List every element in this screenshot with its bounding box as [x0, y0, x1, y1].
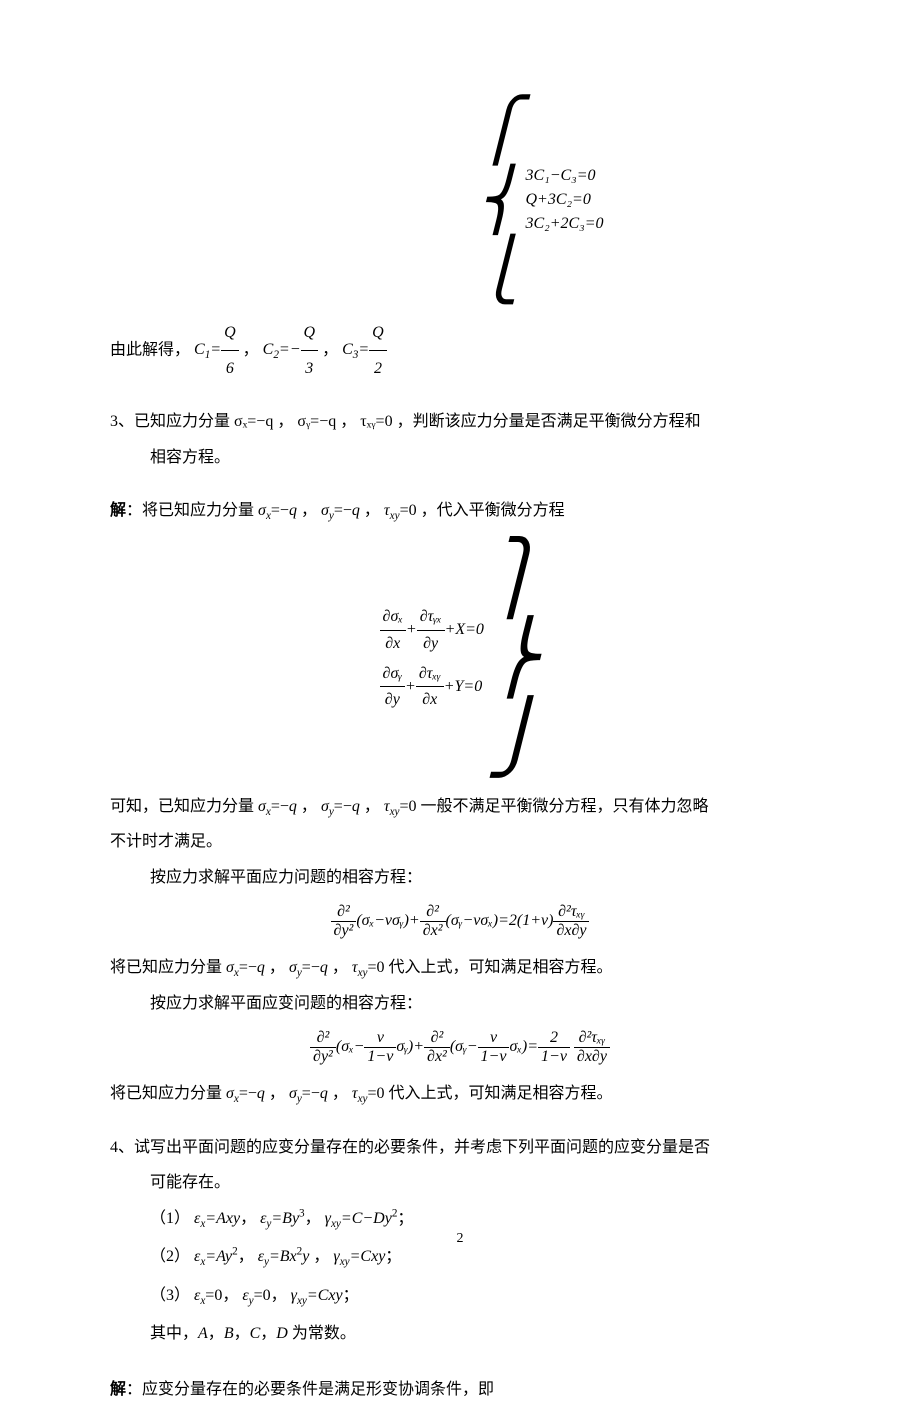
para1-line2: 不计时才满足。 [110, 824, 810, 859]
solution4-text: 应变分量存在的必要条件是满足形变协调条件，即 [142, 1381, 494, 1398]
equation-system-1: ⎧⎨⎩ 3C₁−C₃=0 Q+3C₂=0 3C₂+2C₃=0 [270, 95, 810, 305]
eq1-line2: Q+3C₂=0 [525, 191, 590, 208]
eq1-line3: 3C₂+2C₃=0 [525, 215, 603, 232]
equilibrium-equations: ∂σₓ∂x+∂τᵧₓ∂y+X=0 ∂σᵧ∂y+∂τₓᵧ∂x+Y=0 ⎫⎬⎭ [110, 539, 810, 779]
problem4-line2-wrap: 可能存在。 [150, 1165, 810, 1200]
problem-3: 3、已知应力分量 σₓ=−q ， σᵧ=−q ， τₓᵧ=0 ，判断该应力分量是… [110, 404, 810, 439]
problem3-line2-wrap: 相容方程。 [150, 440, 810, 475]
problem4-line2: 可能存在。 [150, 1174, 230, 1191]
brace-right-icon: ⎫⎬⎭ [488, 539, 541, 779]
item-3: （3） εx=0， εy=0， γxy=Cxy； [150, 1277, 810, 1315]
page-number: 2 [457, 1231, 464, 1247]
item-note: 其中，A，B，C，D 为常数。 [150, 1315, 810, 1353]
item-1: （1） εx=Axy， εy=By3， γxy=C−Dy2； [150, 1200, 810, 1238]
para3: 将已知应力分量 σx=−q ， σy=−q ， τxy=0 代入上式，可知满足相… [110, 950, 810, 986]
problem3-line1: 3、已知应力分量 σₓ=−q ， σᵧ=−q ， τₓᵧ=0 ，判断该应力分量是… [110, 413, 701, 430]
solve-line: 由此解得， C1=Q6 ， C2=−Q3 ， C3=Q2 [110, 315, 810, 386]
solution3-text: 将已知应力分量 σx=−q ， σy=−q ， τxy=0 ，代入平衡微分方程 [142, 502, 565, 519]
problem-4: 4、试写出平面问题的应变分量存在的必要条件，并考虑下列平面问题的应变分量是否 [110, 1130, 810, 1165]
solution-3-intro: 解：将已知应力分量 σx=−q ， σy=−q ， τxy=0 ，代入平衡微分方… [110, 493, 810, 529]
problem4-line1: 4、试写出平面问题的应变分量存在的必要条件，并考虑下列平面问题的应变分量是否 [110, 1139, 710, 1156]
brace-left-icon: ⎧⎨⎩ [476, 95, 521, 305]
eq1-line1: 3C₁−C₃=0 [525, 167, 595, 184]
para2: 按应力求解平面应力问题的相容方程： [110, 860, 810, 895]
solution-4: 解：应变分量存在的必要条件是满足形变协调条件，即 [110, 1372, 810, 1407]
para1-line1: 可知，已知应力分量 σx=−q ， σy=−q ， τxy=0 一般不满足平衡微… [110, 789, 810, 825]
para4: 按应力求解平面应变问题的相容方程： [110, 986, 810, 1021]
problem3-line2: 相容方程。 [150, 449, 230, 466]
item-2: （2） εx=Ay2， εy=Bx2y ， γxy=Cxy； [150, 1238, 810, 1276]
solve-intro: 由此解得， [110, 341, 190, 358]
para5: 将已知应力分量 σx=−q ， σy=−q ， τxy=0 代入上式，可知满足相… [110, 1076, 810, 1112]
compatibility-eq-stress: ∂²∂y²(σₓ−νσᵧ)+∂²∂x²(σᵧ−νσₓ)=2(1+ν)∂²τₓᵧ∂… [110, 903, 810, 940]
compatibility-eq-strain: ∂²∂y²(σₓ−ν1−νσᵧ)+∂²∂x²(σᵧ−ν1−νσₓ)=21−ν ∂… [110, 1029, 810, 1066]
